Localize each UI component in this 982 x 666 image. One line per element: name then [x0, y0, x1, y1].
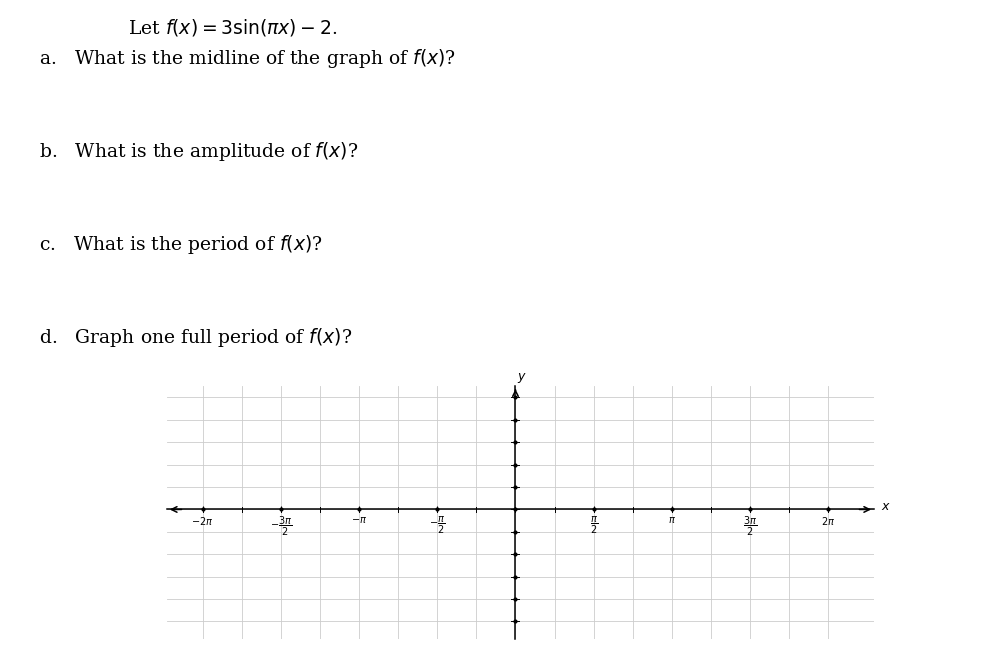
Text: $y$: $y$ — [517, 371, 526, 385]
Text: a.   What is the midline of the graph of $f(x)$?: a. What is the midline of the graph of $… — [39, 47, 457, 70]
Text: Let $f(x) = 3\sin(\pi x) - 2$.: Let $f(x) = 3\sin(\pi x) - 2$. — [128, 17, 337, 38]
Text: b.   What is the amplitude of $f(x)$?: b. What is the amplitude of $f(x)$? — [39, 140, 358, 163]
Text: c.   What is the period of $f(x)$?: c. What is the period of $f(x)$? — [39, 233, 323, 256]
Text: d.   Graph one full period of $f(x)$?: d. Graph one full period of $f(x)$? — [39, 326, 353, 350]
Text: $x$: $x$ — [882, 500, 892, 513]
